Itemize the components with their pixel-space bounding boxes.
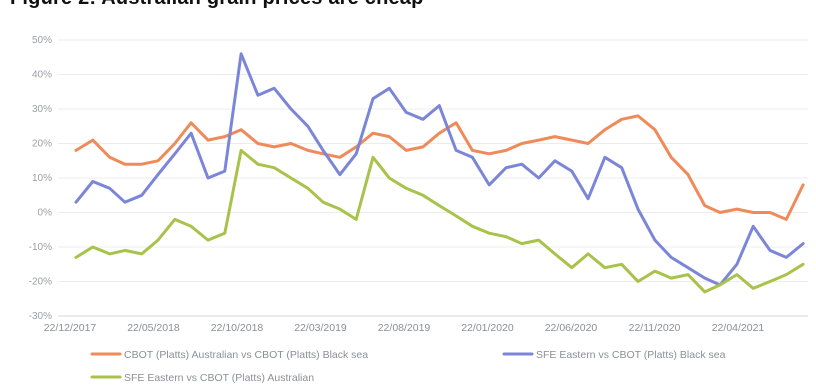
y-tick-label: 40% <box>32 70 52 81</box>
series-line-2 <box>74 52 805 287</box>
x-tick-label: 22/05/2018 <box>127 322 180 334</box>
y-tick-label: -20% <box>29 277 52 288</box>
x-tick-label: 22/01/2020 <box>461 322 514 334</box>
legend-label-3: SFE Eastern vs CBOT (Platts) Australian <box>124 372 314 384</box>
x-tick-label: 22/10/2018 <box>211 322 264 334</box>
x-tick-label: 22/11/2020 <box>629 322 681 334</box>
y-tick-label: 50% <box>32 35 52 46</box>
chart-title: Figure 2: Australian grain prices are ch… <box>10 0 424 10</box>
x-tick-label: 22/03/2019 <box>294 322 347 334</box>
x-tick-label: 22/06/2020 <box>545 322 598 334</box>
series-line-1 <box>74 114 805 221</box>
series-line-3 <box>74 148 805 294</box>
y-tick-label: 30% <box>32 104 52 115</box>
y-tick-label: -10% <box>29 242 52 253</box>
y-tick-label: -30% <box>29 311 52 322</box>
y-tick-label: 20% <box>32 139 52 150</box>
legend-label-1: CBOT (Platts) Australian vs CBOT (Platts… <box>124 349 368 361</box>
y-tick-label: 0% <box>38 208 53 219</box>
y-tick-label: 10% <box>32 173 52 184</box>
x-tick-label: 22/04/2021 <box>712 322 765 334</box>
x-tick-label: 22/12/2017 <box>44 322 97 334</box>
legend-label-2: SFE Eastern vs CBOT (Platts) Black sea <box>536 349 726 361</box>
x-tick-label: 22/08/2019 <box>378 322 431 334</box>
